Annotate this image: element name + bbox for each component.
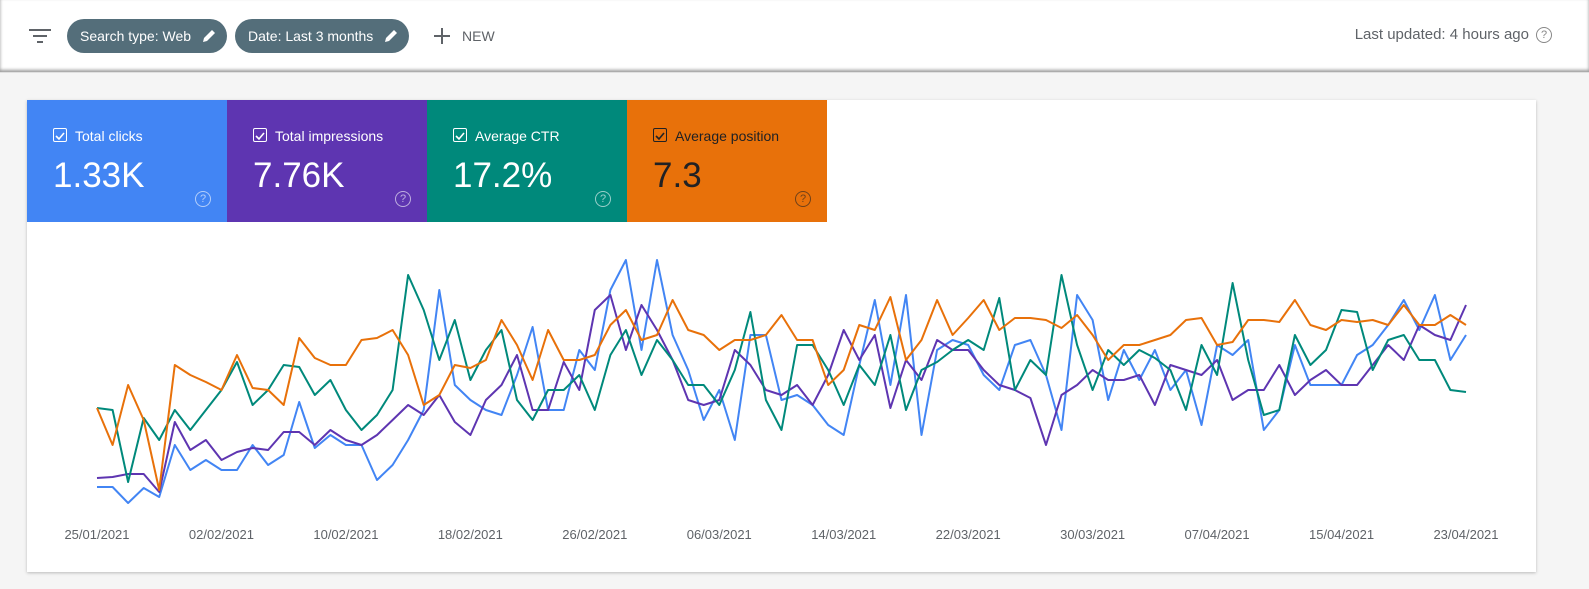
metric-value: 1.33K	[53, 156, 145, 195]
performance-card: Total clicks 1.33K? Total impressions 7.76K…	[27, 100, 1536, 572]
x-tick-label: 02/02/2021	[189, 527, 254, 542]
check	[255, 132, 265, 141]
x-tick-label: 15/04/2021	[1309, 527, 1374, 542]
plus-icon	[434, 28, 450, 44]
x-tick-label: 30/03/2021	[1060, 527, 1125, 542]
x-tick-label: 23/04/2021	[1433, 527, 1498, 542]
new-label: NEW	[462, 28, 495, 44]
metric-tile[interactable]: Total impressions 7.76K?	[227, 100, 427, 222]
toolbar: Search type: Web Date: Last 3 months NEW…	[0, 0, 1589, 73]
metric-label: Average position	[675, 128, 780, 144]
new-button[interactable]: NEW	[432, 24, 495, 48]
x-tick-label: 22/03/2021	[936, 527, 1001, 542]
x-tick-label: 18/02/2021	[438, 527, 503, 542]
series-line	[97, 259, 1467, 504]
metric-tile[interactable]: Total clicks 1.33K?	[27, 100, 227, 222]
x-tick-label: 14/03/2021	[811, 527, 876, 542]
chip[interactable]: Date: Last 3 months	[235, 19, 410, 53]
metric-value: 7.3	[653, 156, 702, 195]
checkbox	[53, 128, 67, 142]
x-tick-label: 06/03/2021	[687, 527, 752, 542]
metric-tile[interactable]: Average CTR 17.2%?	[427, 100, 627, 222]
checkbox	[453, 128, 467, 142]
checkbox	[653, 128, 667, 142]
edit-icon	[203, 30, 216, 42]
metric-value: 7.76K	[253, 156, 345, 195]
series-line	[96, 294, 1467, 493]
x-tick-label: 07/04/2021	[1185, 527, 1250, 542]
metric-label: Total impressions	[275, 128, 384, 144]
help-icon: ?	[395, 191, 411, 207]
metric-label: Average CTR	[475, 128, 560, 144]
help-icon: ?	[595, 191, 611, 207]
help-icon: ?	[795, 191, 811, 207]
filter-icon[interactable]	[29, 28, 51, 44]
metric-tile[interactable]: Average position 7.3?	[627, 100, 827, 222]
series-line	[96, 274, 1467, 483]
edit-icon	[385, 30, 398, 42]
help-icon: ?	[195, 191, 211, 207]
chip-label: Date: Last 3 months	[248, 28, 374, 44]
series-line	[96, 296, 1467, 491]
x-tick-label: 10/02/2021	[313, 527, 378, 542]
chip[interactable]: Search type: Web	[67, 19, 228, 53]
last-updated: Last updated: 4 hours ago	[1354, 26, 1529, 43]
help-icon[interactable]: ?	[1536, 27, 1552, 43]
x-tick-label: 25/01/2021	[64, 527, 129, 542]
check	[455, 132, 465, 141]
x-tick-label: 26/02/2021	[562, 527, 627, 542]
check	[55, 132, 65, 141]
metric-value: 17.2%	[453, 156, 553, 195]
checkbox	[253, 128, 267, 142]
check	[655, 132, 665, 141]
metric-label: Total clicks	[75, 128, 143, 144]
chip-label: Search type: Web	[80, 28, 192, 44]
